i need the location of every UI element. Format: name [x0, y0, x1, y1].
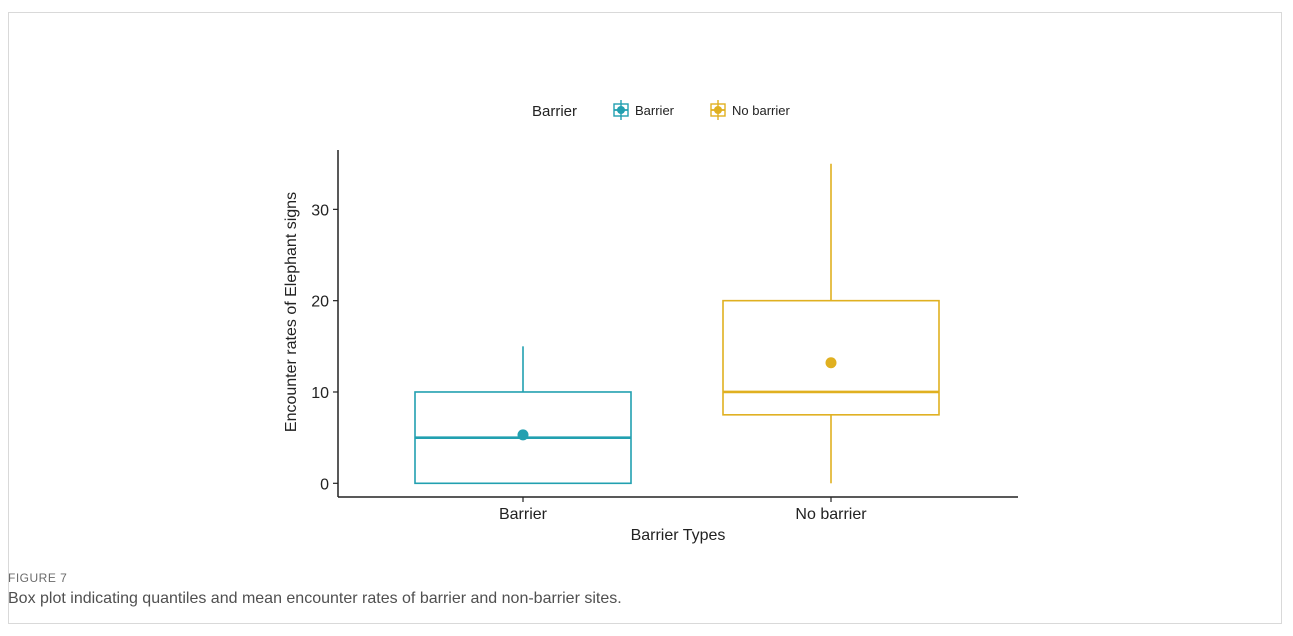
y-tick-label: 10 [311, 385, 329, 402]
x-axis-label: Barrier Types [631, 527, 726, 544]
legend-label: No barrier [732, 103, 790, 118]
mean-point [825, 357, 837, 369]
y-tick-label: 0 [320, 476, 329, 493]
figure-caption: Box plot indicating quantiles and mean e… [8, 590, 622, 607]
x-tick-label: No barrier [795, 506, 867, 523]
box-barrier [414, 346, 632, 485]
legend-key-no-barrier [710, 100, 726, 120]
y-tick-label: 20 [311, 294, 329, 311]
iqr-box [722, 299, 940, 416]
legend-label: Barrier [635, 103, 675, 118]
mean-point [517, 429, 529, 441]
y-axis-label: Encounter rates of Elephant signs [283, 192, 300, 432]
legend-key-barrier [613, 100, 629, 120]
legend-key-point [617, 106, 625, 114]
y-tick-label: 30 [311, 202, 329, 219]
box-plot-chart: Barrier Barrier No barrier 0 10 20 30 Barrier… [283, 100, 1018, 544]
legend-key-point [714, 106, 722, 114]
boxes [414, 163, 940, 485]
box-no-barrier [722, 163, 940, 484]
legend-title: Barrier [532, 103, 577, 120]
figure-frame [8, 12, 1282, 624]
x-tick-label: Barrier [499, 506, 548, 523]
figure-label: FIGURE 7 [8, 571, 68, 585]
legend: Barrier Barrier No barrier [532, 100, 790, 120]
axes: 0 10 20 30 Barrier No barrier [311, 150, 1018, 523]
